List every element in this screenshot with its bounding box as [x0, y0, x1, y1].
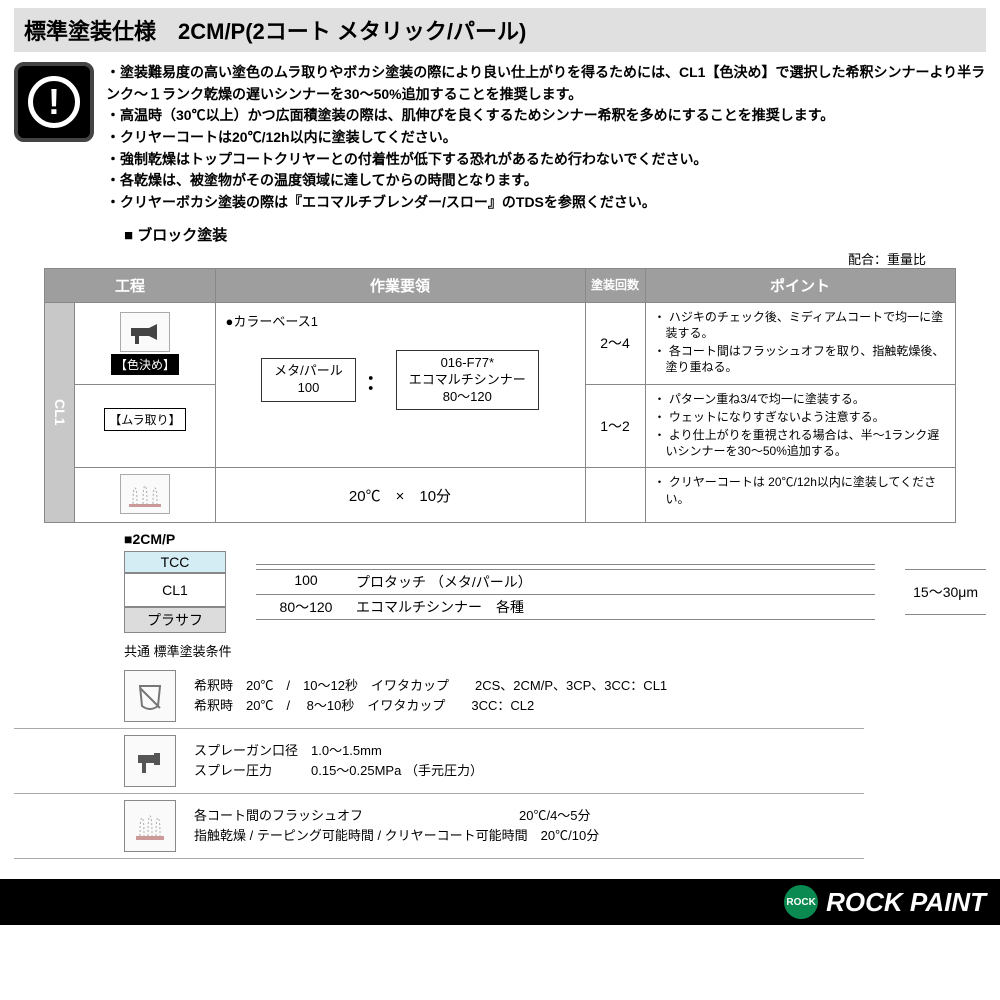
section-header-block: ■ ブロック塗装: [124, 224, 876, 245]
point-cell: クリヤーコートは 20℃/12h以内に塗装してください。: [645, 468, 955, 523]
mid-text: プロタッチ （メタ/パール）: [356, 572, 875, 592]
cl1-label: CL1: [45, 302, 75, 523]
page-title: 標準塗装仕様 2CM/P(2コート メタリック/パール): [14, 8, 986, 52]
cond-line: 希釈時 20℃ / 8〜10秒 イワタカップ 3CC：CL2: [194, 696, 864, 717]
ratio-note: 配合：重量比: [14, 249, 986, 268]
point-cell: パターン重ね3/4で均一に塗装する。 ウェットになりすぎないよう注意する。 より…: [645, 384, 955, 468]
note-line: ・強制乾燥はトップコートクリヤーとの付着性が低下する恐れがあるため行わないでくだ…: [106, 149, 986, 171]
mix-box-left: メタ/パール 100: [261, 358, 356, 402]
count-cell: 1〜2: [585, 384, 645, 468]
mix-box-right: 016-F77* エコマルチシンナー 80〜120: [396, 350, 539, 411]
work-cell-colorbase: ●カラーベース1 メタ/パール 100 ： 016-F77* エコマルチシンナー…: [215, 302, 585, 468]
point-cell: ハジキのチェック後、ミディアムコートで均一に塗装する。 各コート間はフラッシュオ…: [645, 302, 955, 384]
stack-primer: プラサフ: [124, 607, 226, 633]
mix-label: メタ/パール: [274, 363, 343, 380]
conditions-header: 共通 標準塗装条件: [124, 641, 986, 660]
icon-label: 【ムラ取り】: [104, 408, 185, 431]
mid-text: エコマルチシンナー 各種: [356, 597, 875, 617]
th-process: 工程: [45, 268, 215, 302]
stack-cl1: CL1: [124, 573, 226, 607]
notes-block: ・塗装難易度の高い塗色のムラ取りやボカシ塗装の際により良い仕上がりを得るためには…: [106, 62, 986, 214]
point-item: クリヤーコートは 20℃/12h以内に塗装してください。: [654, 474, 947, 506]
count-cell-empty: [585, 468, 645, 523]
condition-row-flash: 各コート間のフラッシュオフ 20℃/4〜5分 指触乾燥 / テーピング可能時間 …: [14, 794, 864, 859]
stack-tcc: TCC: [124, 551, 226, 573]
th-count: 塗装回数: [585, 268, 645, 302]
icon-dry: [75, 468, 215, 523]
point-item: 各コート間はフラッシュオフを取り、指触乾燥後、塗り重ねる。: [654, 343, 947, 375]
note-line: ・クリヤーボカシ塗装の際は『エコマルチブレンダー/スロー』のTDSを参照ください…: [106, 192, 986, 214]
cond-line: 希釈時 20℃ / 10〜12秒 イワタカップ 2CS、2CM/P、3CP、3C…: [194, 676, 864, 697]
point-item: ハジキのチェック後、ミディアムコートで均一に塗装する。: [654, 309, 947, 341]
work-title: ●カラーベース1: [226, 311, 575, 330]
condition-row-spray: スプレーガン口径 1.0〜1.5mm スプレー圧力 0.15〜0.25MPa （…: [14, 729, 864, 794]
count-cell: 2〜4: [585, 302, 645, 384]
ratio-colon: ：: [366, 366, 386, 395]
note-line: ・各乾燥は、被塗物がその温度領域に達してからの時間となります。: [106, 170, 986, 192]
thickness: 15〜30μm: [905, 569, 986, 615]
point-item: より仕上がりを重視される場合は、半〜1ランク遅いシンナーを30〜50%追加する。: [654, 427, 947, 459]
mix-value: 80〜120: [409, 389, 526, 406]
mid-num: 100: [256, 572, 356, 592]
icon-mura: 【ムラ取り】: [75, 384, 215, 468]
caution-icon: !: [14, 62, 94, 142]
spraygun-icon: [124, 735, 176, 787]
note-line: ・塗装難易度の高い塗色のムラ取りやボカシ塗装の際により良い仕上がりを得るためには…: [106, 62, 986, 105]
brand-name: ROCK PAINT: [826, 887, 986, 918]
dry-icon: [120, 474, 170, 514]
work-dry: 20℃ × 10分: [215, 468, 585, 523]
condition-row-viscosity: 希釈時 20℃ / 10〜12秒 イワタカップ 2CS、2CM/P、3CP、3C…: [14, 664, 864, 729]
icon-color-decide: 【色決め】: [75, 302, 215, 384]
cup-icon: [124, 670, 176, 722]
stack-mid: 100プロタッチ （メタ/パール） 80〜120エコマルチシンナー 各種: [256, 564, 875, 620]
point-item: ウェットになりすぎないよう注意する。: [654, 409, 947, 425]
cond-line: 指触乾燥 / テーピング可能時間 / クリヤーコート可能時間 20℃/10分: [194, 826, 864, 847]
mid-num: 80〜120: [256, 597, 356, 617]
mix-value: 100: [274, 380, 343, 397]
twocmp-header: ■2CM/P: [124, 531, 986, 547]
brand-logo-icon: ROCK: [784, 885, 818, 919]
cond-line: スプレーガン口径 1.0〜1.5mm: [194, 741, 864, 762]
point-item: パターン重ね3/4で均一に塗装する。: [654, 391, 947, 407]
layer-stack: TCC CL1 プラサフ: [124, 551, 226, 633]
flashoff-icon: [124, 800, 176, 852]
cond-line: スプレー圧力 0.15〜0.25MPa （手元圧力）: [194, 761, 864, 782]
mix-label: エコマルチシンナー: [409, 372, 526, 389]
th-point: ポイント: [645, 268, 955, 302]
note-line: ・クリヤーコートは20℃/12h以内に塗装してください。: [106, 127, 986, 149]
mix-label: 016-F77*: [409, 355, 526, 372]
process-table: 工程 作業要領 塗装回数 ポイント CL1 【色決め】 ●カラーベース1 メタ/…: [44, 268, 955, 524]
cond-line: 各コート間のフラッシュオフ 20℃/4〜5分: [194, 806, 864, 827]
th-work: 作業要領: [215, 268, 585, 302]
footer: ROCK ROCK PAINT: [0, 879, 1000, 925]
spraygun-icon: [120, 312, 170, 352]
note-line: ・高温時（30℃以上）かつ広面積塗装の際は、肌伸びを良くするためシンナー希釈を多…: [106, 105, 986, 127]
icon-label: 【色決め】: [111, 354, 179, 375]
